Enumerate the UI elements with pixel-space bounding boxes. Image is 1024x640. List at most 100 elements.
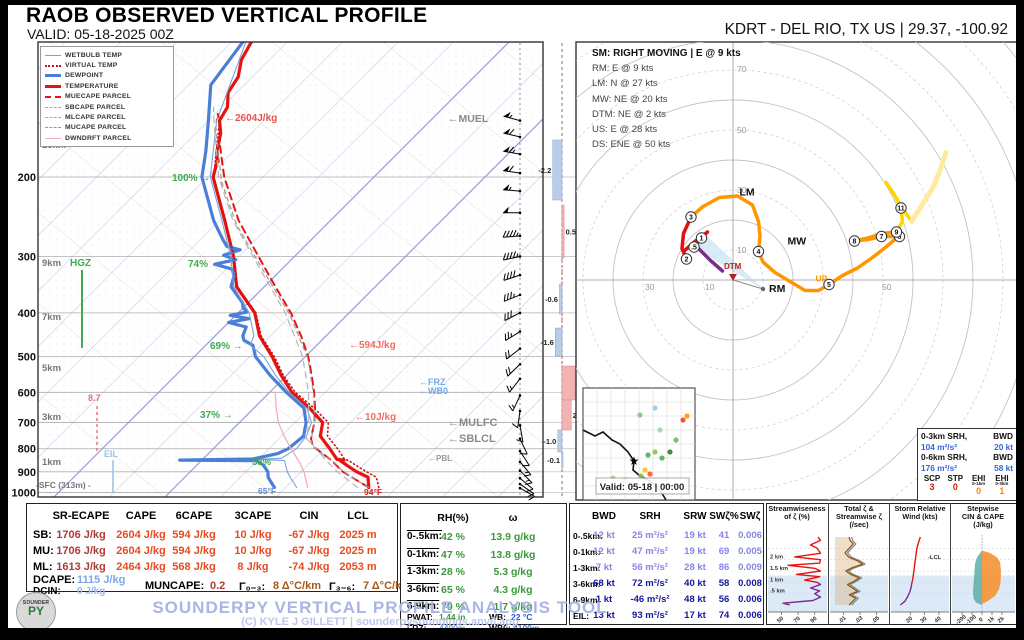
- svg-text:70: 70: [793, 616, 802, 624]
- table-cell: 13.9 g/kg: [490, 531, 536, 543]
- svg-text:50: 50: [882, 282, 892, 292]
- svg-text:900: 900: [18, 467, 36, 479]
- svg-text:40: 40: [381, 501, 393, 502]
- table-cell: 41: [718, 530, 730, 541]
- svg-text:9km: 9km: [42, 258, 61, 269]
- sbcape-line-sample: [45, 106, 61, 108]
- dtm-label: DTM: [724, 262, 742, 271]
- table-cell: 7 Δ°C/km: [363, 580, 411, 592]
- cape-mid-label: ←594J/kg: [349, 340, 396, 351]
- svg-text:10: 10: [214, 501, 226, 502]
- stepwise-cin-cape-panel: -200-100 0 1k 2k: [952, 534, 1015, 624]
- skewt-axis-labels: 200 300 400 500 600 700 800 900 1000 -20 -10 0 10 20 3…: [12, 140, 505, 502]
- srh-0-3-value: 104 m²/s²: [921, 441, 957, 452]
- svg-text:300: 300: [18, 251, 36, 263]
- srh-0-6-value: 176 m²/s²: [921, 462, 957, 473]
- footer-credit: (C) KYLE J GILLETT | sounderpysoundings.…: [241, 616, 519, 628]
- table-cell: 8 J/kg: [237, 561, 269, 573]
- sm-line: SM: RIGHT MOVING | E @ 9 kts: [592, 48, 741, 59]
- hodograph-labels: LM MW RM DTM UP: [724, 187, 828, 296]
- panel-title-stepwise: Stepwise CIN & CAPE (J/kg): [961, 504, 1005, 529]
- table-cell: DCIN:: [33, 586, 61, 597]
- svg-text:50: 50: [436, 501, 448, 502]
- ds-line: DS: ENE @ 50 kts: [592, 139, 671, 151]
- bwd-0-6-value: 58 kt: [994, 462, 1013, 473]
- panel-divider: [950, 503, 951, 625]
- table-cell: 2604 J/kg: [116, 545, 166, 557]
- srh-0-6-label: 0-6km SRH,: [921, 452, 968, 462]
- lm-line: LM: N @ 27 kts: [592, 78, 658, 90]
- svg-text:.01: .01: [838, 615, 849, 624]
- svg-text:8: 8: [853, 239, 857, 246]
- svg-text:-0.6: -0.6: [545, 295, 558, 304]
- table-cell: WB:: [489, 612, 506, 622]
- svg-text:-2.2: -2.2: [538, 166, 551, 175]
- svg-text:700: 700: [18, 418, 36, 430]
- up-label: UP: [816, 274, 828, 284]
- legend-item: SBCAPE PARCEL: [45, 102, 169, 112]
- table-cell: 69: [718, 546, 730, 557]
- table-cell: 72 m²/s²: [632, 578, 668, 589]
- svg-text:200: 200: [18, 172, 36, 184]
- table-cell: 47 %: [441, 548, 465, 561]
- table-cell: ω: [508, 512, 518, 524]
- table-cell: 86: [718, 562, 730, 573]
- svg-text:70: 70: [737, 64, 747, 74]
- dewpoint-line-sample: [45, 74, 61, 78]
- srh-0-3-label: 0-3km SRH,: [921, 431, 968, 441]
- dtm-line: DTM: NE @ 2 kts: [592, 108, 667, 120]
- index-cell: EHI 0-1km 0: [971, 474, 986, 497]
- muel-label: ←MUEL: [448, 113, 489, 125]
- table-cell: 13.8 g/kg: [490, 548, 536, 561]
- table-cell: 0.006: [738, 594, 762, 605]
- table-cell: 2464 J/kg: [116, 561, 166, 573]
- table-cell: 6-9km:: [573, 595, 601, 605]
- table-cell: 0.008: [738, 578, 762, 589]
- svg-text:40: 40: [934, 616, 943, 624]
- svg-text:20: 20: [270, 501, 282, 502]
- table-cell: 2604 J/kg: [116, 529, 166, 541]
- page-title: RAOB OBSERVED VERTICAL PROFILE: [26, 4, 428, 27]
- table-cell: 65 %: [441, 583, 465, 596]
- table-cell: BWD: [592, 511, 616, 522]
- station-label: KDRT - DEL RIO, TX US | 29.37, -100.92: [724, 21, 1008, 38]
- svg-text:3km: 3km: [42, 412, 61, 423]
- table-cell: 40 kt: [684, 578, 706, 589]
- table-cell: 56: [718, 594, 730, 605]
- table-cell: 8 Δ°C/km: [273, 580, 321, 592]
- table-cell: 47 m²/s²: [632, 546, 668, 557]
- table-cell: 19 kt: [684, 546, 706, 557]
- table-cell: -46 m²/s²: [630, 594, 670, 605]
- table-cell: CAPE: [125, 510, 157, 522]
- svg-text:0: 0: [978, 617, 984, 624]
- logo-text: SOUNDER: [22, 600, 50, 606]
- svg-text:-100: -100: [965, 614, 978, 624]
- table-cell: 1 kt: [595, 594, 613, 605]
- table-cell: ML:: [33, 561, 53, 573]
- rh-300-label: 74% →: [188, 259, 221, 270]
- legend-label: DWNDRFT PARCEL: [65, 134, 132, 142]
- svg-text:.03: .03: [854, 615, 865, 624]
- svg-text:-20: -20: [46, 501, 62, 502]
- rh-450-label: 69% →: [210, 341, 243, 352]
- table-cell: -74 J/kg: [288, 561, 330, 573]
- mw-label: MW: [788, 236, 807, 248]
- svg-text:9: 9: [895, 230, 899, 237]
- rh-200-label: 100% →: [172, 173, 210, 184]
- valid-time-label: VALID: 05-18-2025 00Z: [27, 26, 174, 42]
- composite-indices: SCP 3 STP 0 EHI 0-1km 0 EHI 0-3km 1: [921, 474, 1013, 497]
- footer-brand: SOUNDERPY VERTICAL PROFILE ANALYSIS TOOL: [152, 598, 608, 617]
- svg-text:90: 90: [810, 616, 819, 624]
- table-cell: 13 kt: [593, 610, 615, 621]
- table-cell: 594 J/kg: [172, 529, 216, 541]
- svg-text:2: 2: [685, 257, 689, 264]
- table-cell: 0.005: [738, 546, 762, 557]
- skewt-border: [37, 41, 544, 498]
- table-cell: SWζ: [739, 511, 761, 522]
- svg-text:.5: .5: [691, 245, 697, 252]
- table-cell: 0 J/kg: [77, 586, 106, 597]
- table-cell: 4.3 g/kg: [493, 583, 533, 596]
- table-cell: 22 °C: [511, 612, 533, 622]
- table-cell: Γ₃₋₆:: [329, 581, 356, 593]
- svg-text:2 km: 2 km: [770, 555, 783, 561]
